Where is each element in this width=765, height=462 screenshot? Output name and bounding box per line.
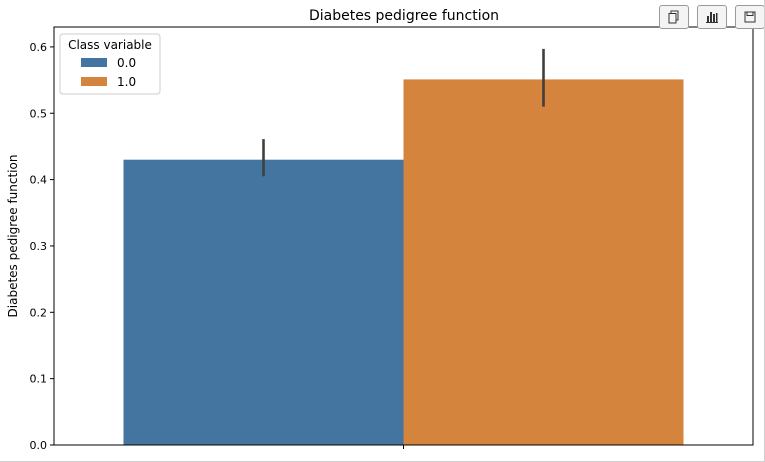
y-tick-label: 0.5 xyxy=(30,107,48,120)
legend: Class variable 0.0 1.0 xyxy=(59,33,161,95)
legend-swatch-1-0 xyxy=(81,77,107,86)
legend-title: Class variable xyxy=(68,38,152,52)
save-button[interactable] xyxy=(735,5,765,29)
y-tick-label: 0.1 xyxy=(30,373,48,386)
y-tick-label: 0.4 xyxy=(30,174,48,187)
y-tick-label: 0.0 xyxy=(30,439,48,452)
chart-title: Diabetes pedigree function xyxy=(309,8,499,24)
y-tick-label: 0.3 xyxy=(30,240,48,253)
y-axis-label: Diabetes pedigree function xyxy=(6,155,20,318)
save-icon xyxy=(744,11,756,23)
legend-label-0-0: 0.0 xyxy=(117,56,136,70)
bar-1-0 xyxy=(403,79,684,446)
copy-button[interactable] xyxy=(659,5,689,29)
legend-swatch-0-0 xyxy=(81,58,107,67)
y-tick-label: 0.6 xyxy=(30,41,48,54)
legend-label-1-0: 1.0 xyxy=(117,75,136,89)
bar-0-0 xyxy=(123,159,404,445)
chart-view-button[interactable] xyxy=(697,5,727,29)
chart-toolbar xyxy=(659,5,765,29)
copy-icon xyxy=(668,10,679,24)
bar-chart-icon xyxy=(706,12,718,23)
y-tick-label: 0.2 xyxy=(30,306,48,319)
